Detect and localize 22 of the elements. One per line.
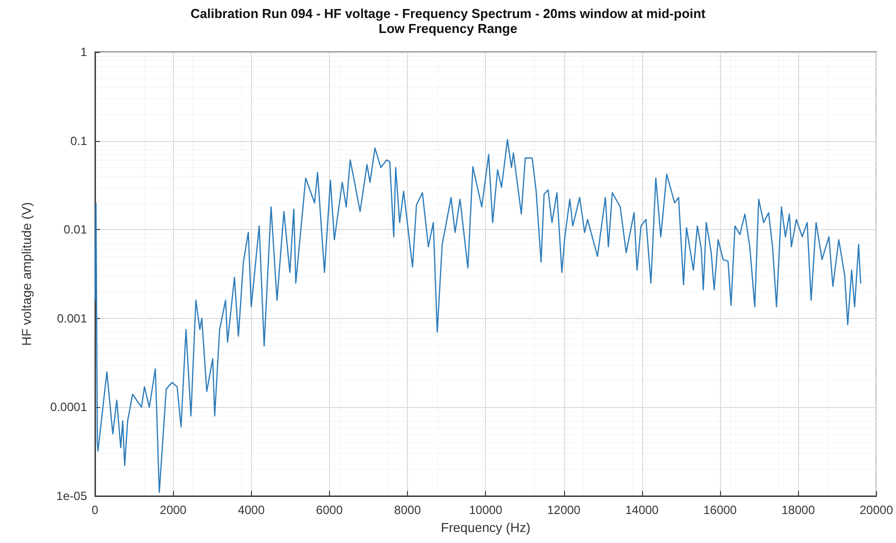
y-tick-label: 0.1 xyxy=(70,134,88,148)
x-tick-label: 4000 xyxy=(238,503,265,517)
chart-subtitle: Low Frequency Range xyxy=(378,21,518,36)
x-tick-label: 0 xyxy=(92,503,99,517)
y-tick-label: 1e-05 xyxy=(56,489,88,503)
x-tick-label: 2000 xyxy=(160,503,187,517)
x-tick-label: 8000 xyxy=(394,503,422,517)
y-tick-label: 0.001 xyxy=(56,311,88,326)
x-tick-label: 18000 xyxy=(781,503,816,517)
y-tick-label: 0.0001 xyxy=(50,400,88,414)
chart-title: Calibration Run 094 - HF voltage - Frequency Spectrum - 20ms window at mid-point xyxy=(190,6,706,21)
x-axis-title: Frequency (Hz) xyxy=(440,520,530,535)
x-tick-label: 10000 xyxy=(468,503,503,517)
x-tick-label: 20000 xyxy=(860,503,894,517)
line-series xyxy=(94,139,862,493)
y-tick-label: 0.01 xyxy=(64,222,88,237)
y-axis-title: HF voltage amplitude (V) xyxy=(19,202,34,346)
x-tick-label: 14000 xyxy=(625,503,659,517)
y-tick-label: 1 xyxy=(80,45,88,59)
x-tick-label: 12000 xyxy=(547,503,581,517)
x-tick-label: 6000 xyxy=(316,503,344,517)
x-tick-label: 16000 xyxy=(703,503,738,517)
